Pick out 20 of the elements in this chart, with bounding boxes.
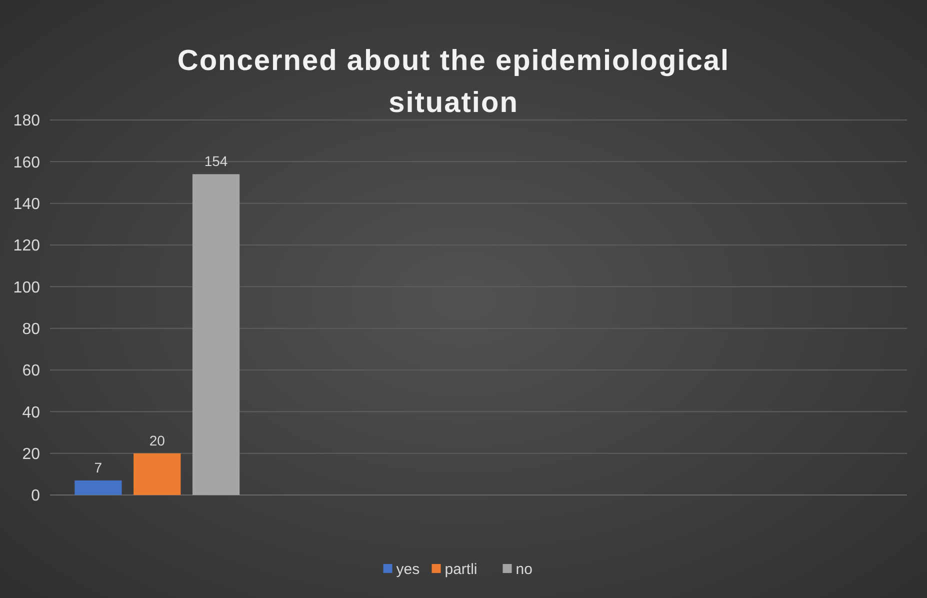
bar <box>74 480 122 495</box>
y-tick-label: 160 <box>13 154 40 172</box>
bar <box>134 453 181 495</box>
y-tick-label: 60 <box>22 362 40 380</box>
y-tick-label: 180 <box>13 112 40 130</box>
data-label: 154 <box>204 153 228 170</box>
y-tick-label: 120 <box>13 238 40 255</box>
y-tick-label: 100 <box>13 279 40 296</box>
legend-label: no <box>516 561 532 578</box>
y-tick-label: 0 <box>31 488 40 505</box>
chart-title: Concerned about the epidemiological situation <box>177 45 730 119</box>
y-tick-label: 20 <box>22 446 40 463</box>
data-label: 7 <box>94 459 102 476</box>
y-tick-label: 80 <box>22 320 40 338</box>
legend-label: partli <box>444 561 478 578</box>
bar <box>192 174 240 495</box>
legend-label: yes <box>396 561 420 578</box>
y-tick-label: 40 <box>22 404 40 422</box>
y-tick-label: 140 <box>13 196 40 213</box>
data-label: 20 <box>149 432 166 448</box>
